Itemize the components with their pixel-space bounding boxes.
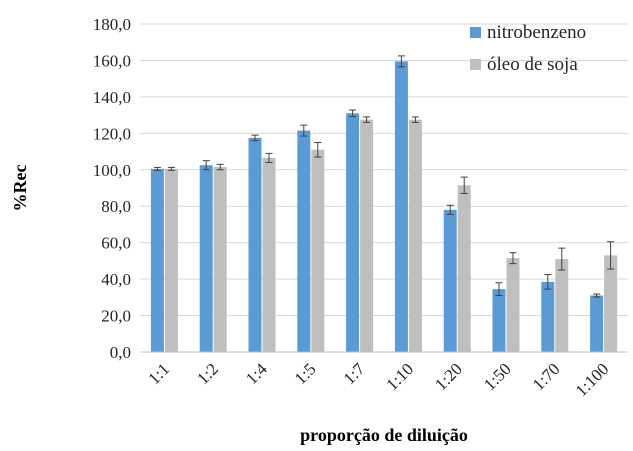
y-axis-title: %Rec: [10, 165, 30, 212]
error-bar: [300, 124, 308, 137]
bar-oleo-de-soja: [408, 119, 422, 353]
error-bar: [446, 204, 454, 215]
legend-label: nitrobenzeno: [487, 22, 586, 43]
y-tick-label: 80,0: [101, 197, 131, 216]
x-tick-label: 1:4: [242, 359, 271, 388]
bar-nitrobenzeno: [150, 168, 164, 352]
x-tick-label: 1:70: [529, 359, 564, 394]
x-tick-label: 1:10: [382, 359, 417, 394]
x-tick-label: 1:20: [431, 359, 466, 394]
error-bar: [495, 282, 503, 297]
error-bar: [153, 166, 161, 171]
error-bar: [593, 293, 601, 298]
bars: [150, 61, 618, 353]
bar-nitrobenzeno: [394, 61, 408, 352]
error-bar: [251, 134, 259, 142]
x-tick-labels: 1:1 1:2 1:4 1:5 1:7 1:10 1:20 1:50 1:70 1:100: [144, 359, 612, 400]
error-bar: [265, 152, 273, 163]
error-bar: [558, 247, 566, 271]
bar-oleo-de-soja: [360, 119, 374, 353]
error-bar: [460, 176, 468, 194]
bar-oleo-de-soja: [604, 255, 618, 352]
y-tick-labels: 0,0 20,0 40,0 60,0 80,0 100,0 120,0 140,0 160,0 1…: [93, 15, 131, 362]
error-bar: [607, 241, 615, 270]
y-tick-label: 20,0: [101, 307, 131, 326]
bar-nitrobenzeno: [297, 130, 311, 352]
bar-oleo-de-soja: [506, 258, 520, 352]
x-tick-label: 1:5: [291, 359, 320, 388]
x-tick-label: 1:2: [193, 359, 222, 388]
y-tick-label: 60,0: [101, 234, 131, 253]
error-bar: [167, 166, 175, 171]
y-tick-label: 180,0: [93, 15, 131, 34]
bar-nitrobenzeno: [346, 113, 360, 353]
bar-nitrobenzeno: [443, 209, 457, 352]
legend-label: óleo de soja: [487, 54, 578, 75]
bar-oleo-de-soja: [262, 157, 276, 352]
error-bar: [509, 252, 517, 265]
error-bar: [411, 116, 419, 123]
error-bar: [363, 116, 371, 123]
bar-oleo-de-soja: [311, 149, 325, 352]
y-tick-label: 120,0: [93, 124, 131, 143]
x-tick-label: 1:7: [340, 359, 369, 388]
error-bar: [349, 109, 357, 118]
bar-nitrobenzeno: [248, 137, 262, 352]
bar-nitrobenzeno: [590, 295, 604, 352]
error-bar: [397, 55, 405, 68]
x-axis-title: proporção de diluição: [300, 425, 468, 445]
error-bar: [544, 274, 552, 290]
error-bar: [202, 160, 210, 171]
y-tick-label: 140,0: [93, 88, 131, 107]
legend: nitrobenzeno óleo de soja: [470, 22, 586, 75]
x-tick-label: 1:50: [480, 359, 515, 394]
y-tick-label: 40,0: [101, 270, 131, 289]
bar-nitrobenzeno: [492, 289, 506, 352]
y-tick-label: 100,0: [93, 161, 131, 180]
error-bar: [314, 141, 322, 158]
x-tick-label: 1:1: [144, 359, 173, 388]
y-tick-label: 0,0: [110, 343, 131, 362]
bar-oleo-de-soja: [555, 259, 569, 352]
x-tick-label: 1:100: [572, 359, 613, 400]
bar-oleo-de-soja: [213, 167, 227, 352]
bar-oleo-de-soja: [457, 185, 471, 352]
y-tick-label: 160,0: [93, 51, 131, 70]
legend-swatch: [470, 27, 481, 38]
bar-oleo-de-soja: [164, 168, 178, 352]
legend-swatch: [470, 59, 481, 70]
bar-nitrobenzeno: [541, 281, 555, 352]
error-bar: [216, 163, 224, 171]
bar-nitrobenzeno: [199, 165, 213, 352]
error-bars: [153, 55, 615, 298]
